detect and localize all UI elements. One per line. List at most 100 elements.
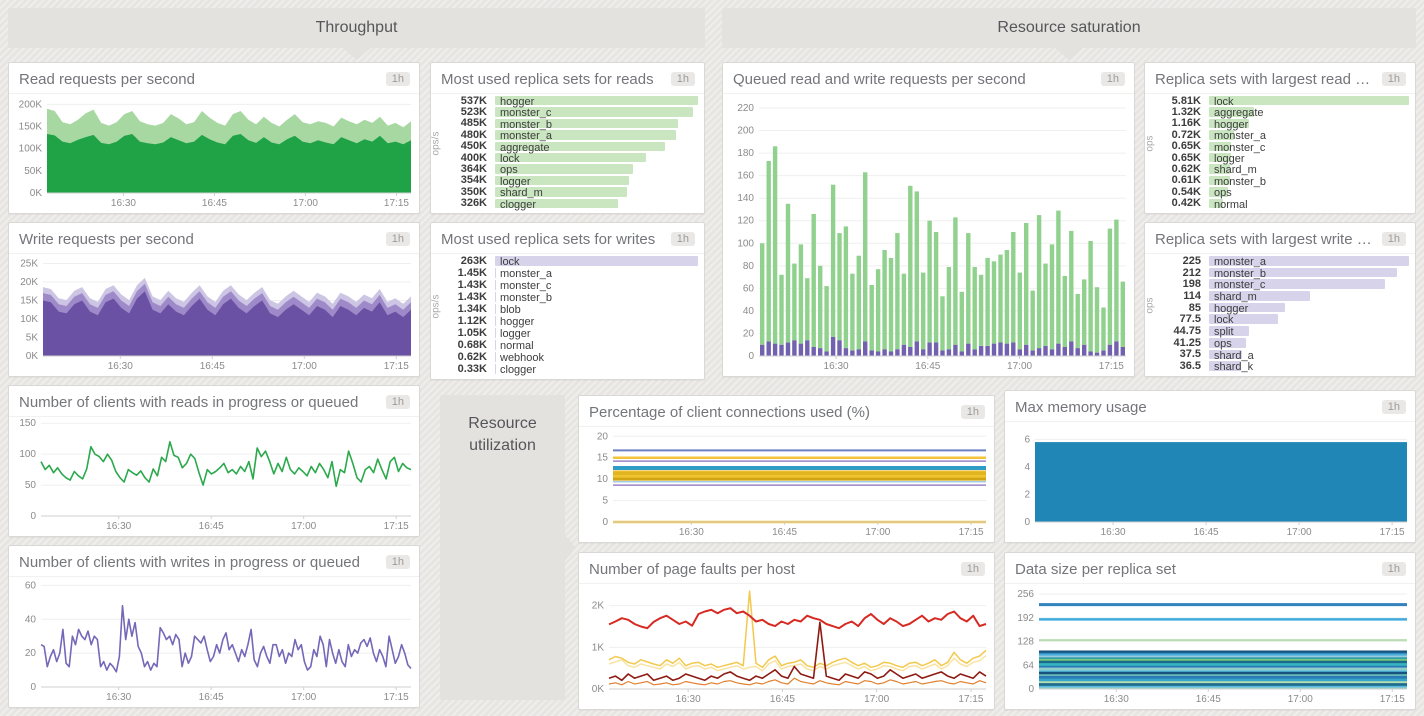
time-range-badge[interactable]: 1h bbox=[385, 555, 410, 569]
svg-text:17:15: 17:15 bbox=[1380, 694, 1405, 705]
chart-write-requests[interactable]: 0K 5K 10K 15K 20K 25K 16:30 16:45 17:00 17:15 bbox=[9, 253, 419, 374]
toplist-row[interactable]: 44.75 split bbox=[1155, 325, 1415, 338]
toplist-row[interactable]: 485K monster_b bbox=[441, 117, 704, 131]
toplist-row[interactable]: 0.65K monster_c bbox=[1155, 140, 1415, 154]
toplist-row[interactable]: 450K aggregate bbox=[441, 140, 704, 154]
chart-queued-requests[interactable]: 0 20 40 60 80 100 120 140 160 180 200 220 16:30 16:45… bbox=[723, 93, 1134, 374]
time-range-badge[interactable]: 1h bbox=[1381, 232, 1406, 246]
toplist-row[interactable]: 36.5 shard_k bbox=[1155, 360, 1415, 373]
svg-text:0: 0 bbox=[748, 351, 754, 362]
toplist-bar bbox=[495, 280, 497, 290]
svg-text:16:45: 16:45 bbox=[1196, 694, 1221, 705]
toplist-label: shard_m bbox=[500, 187, 543, 200]
toplist-row[interactable]: 77.5 lock bbox=[1155, 313, 1415, 326]
time-range-badge[interactable]: 1h bbox=[1381, 72, 1406, 86]
svg-text:200: 200 bbox=[737, 126, 754, 137]
toplist-value: 225 bbox=[1182, 254, 1201, 267]
toplist-row[interactable]: 1.05K logger bbox=[441, 327, 704, 340]
toplist-row[interactable]: 1.34K blob bbox=[441, 303, 704, 316]
toplist-row[interactable]: 0.61K monster_b bbox=[1155, 174, 1415, 187]
panel-title: Replica sets with largest read queues bbox=[1155, 70, 1374, 88]
time-range-badge[interactable]: 1h bbox=[1381, 400, 1406, 414]
time-range-badge[interactable]: 1h bbox=[960, 405, 985, 419]
toplist-row[interactable]: 41.25 ops bbox=[1155, 337, 1415, 350]
toplist-row[interactable]: 1.43K monster_b bbox=[441, 291, 704, 304]
toplist-label: hogger bbox=[500, 316, 535, 328]
chart-clients-writes[interactable]: 0 20 40 60 16:30 16:45 17:00 17:15 bbox=[9, 576, 419, 705]
chart-page-faults[interactable]: 0K 1K 2K 16:30 16:45 17:00 17:15 bbox=[579, 583, 994, 707]
toplist-value: 480K bbox=[460, 128, 487, 141]
toplist-row[interactable]: 1.43K monster_c bbox=[441, 279, 704, 292]
toplist-value: 1.12K bbox=[457, 315, 487, 327]
toplist-row[interactable]: 0.72K monster_a bbox=[1155, 129, 1415, 142]
toplist-row[interactable]: 1.32K aggregate bbox=[1155, 106, 1415, 119]
toplist-label: aggregate bbox=[500, 141, 550, 154]
toplist-value: 77.5 bbox=[1179, 313, 1201, 326]
toplist-row[interactable]: 480K monster_a bbox=[441, 128, 704, 142]
toplist-row[interactable]: 1.16K hogger bbox=[1155, 117, 1415, 131]
toplist-bar bbox=[1209, 337, 1246, 348]
toplist-label: lock bbox=[1214, 96, 1234, 108]
toplist-row[interactable]: 400K lock bbox=[441, 152, 704, 165]
toplist-bar bbox=[495, 187, 628, 197]
toplist-row[interactable]: 263K lock bbox=[441, 255, 704, 268]
svg-text:15K: 15K bbox=[20, 295, 38, 306]
toplist-value: 0.62K bbox=[457, 351, 487, 363]
toplist-row[interactable]: 0.62K webhook bbox=[441, 351, 704, 364]
svg-text:40: 40 bbox=[743, 306, 755, 317]
time-range-badge[interactable]: 1h bbox=[385, 395, 410, 409]
toplist-row[interactable]: 523K monster_c bbox=[441, 106, 704, 119]
chart-connections-used[interactable]: 0 5 10 15 20 16:30 16:45 17:00 17:15 bbox=[579, 426, 994, 540]
toplist-bar bbox=[495, 130, 677, 140]
group-header-resource-utilization[interactable]: Resource utilization bbox=[440, 395, 576, 700]
toplist-row[interactable]: 0.62K shard_m bbox=[1155, 163, 1415, 177]
toplist-row[interactable]: 85 hogger bbox=[1155, 302, 1415, 315]
toplist-label: monster_c bbox=[1214, 141, 1266, 154]
toplist-row[interactable]: 37.5 shard_a bbox=[1155, 348, 1415, 361]
toplist-row[interactable]: 1.45K monster_a bbox=[441, 267, 704, 280]
time-range-badge[interactable]: 1h bbox=[1100, 72, 1125, 86]
time-range-badge[interactable]: 1h bbox=[385, 232, 410, 246]
time-range-badge[interactable]: 1h bbox=[960, 562, 985, 576]
group-header-resource-saturation[interactable]: Resource saturation bbox=[722, 8, 1416, 60]
toplist-row[interactable]: 225 monster_a bbox=[1155, 254, 1415, 268]
toplist-value: 198 bbox=[1182, 278, 1201, 291]
toplist-row[interactable]: 212 monster_b bbox=[1155, 267, 1415, 280]
toplist-row[interactable]: 0.42K normal bbox=[1155, 197, 1415, 210]
toplist-label: blob bbox=[500, 304, 521, 316]
toplist-bar bbox=[1209, 107, 1255, 117]
toplist-row[interactable]: 537K hogger bbox=[441, 95, 704, 108]
svg-text:10: 10 bbox=[597, 474, 609, 485]
time-range-badge[interactable]: 1h bbox=[385, 72, 410, 86]
toplist-row[interactable]: 0.68K normal bbox=[441, 339, 704, 352]
toplist-bar bbox=[495, 152, 647, 163]
toplist-bar bbox=[1209, 96, 1409, 106]
panel-title: Max memory usage bbox=[1015, 398, 1147, 416]
time-range-badge[interactable]: 1h bbox=[670, 72, 695, 86]
toplist-row[interactable]: 198 monster_c bbox=[1155, 278, 1415, 291]
toplist-label: hogger bbox=[1214, 118, 1249, 131]
toplist-row[interactable]: 1.12K hogger bbox=[441, 315, 704, 328]
chart-read-requests[interactable]: 0K 50K 100K 150K 200K 16:30 16:45 17:00 17:15 bbox=[9, 93, 419, 211]
toplist-row[interactable]: 326K clogger bbox=[441, 197, 704, 211]
toplist-row[interactable]: 354K logger bbox=[441, 174, 704, 188]
toplist-bar bbox=[495, 107, 693, 117]
toplist-row[interactable]: 5.81K lock bbox=[1155, 95, 1415, 108]
toplist-row[interactable]: 0.33K clogger bbox=[441, 363, 704, 376]
toplist-bar bbox=[1209, 187, 1228, 197]
svg-text:20: 20 bbox=[597, 431, 609, 442]
time-range-badge[interactable]: 1h bbox=[670, 232, 695, 246]
chart-data-size[interactable]: 0 64 128 192 256 16:30 16:45 17:00 17:15 bbox=[1005, 583, 1415, 707]
toplist-row[interactable]: 0.65K logger bbox=[1155, 152, 1415, 165]
toplist-row[interactable]: 364K ops bbox=[441, 163, 704, 176]
toplist-label: shard_m bbox=[1214, 164, 1257, 177]
chart-max-memory[interactable]: 0 2 4 6 16:30 16:45 17:00 17:15 bbox=[1005, 421, 1415, 540]
time-range-badge[interactable]: 1h bbox=[1381, 562, 1406, 576]
toplist-row[interactable]: 114 shard_m bbox=[1155, 290, 1415, 303]
group-header-throughput[interactable]: Throughput bbox=[8, 8, 705, 60]
toplist-row[interactable]: 350K shard_m bbox=[441, 186, 704, 200]
chart-clients-reads[interactable]: 0 50 100 150 16:30 16:45 17:00 17:15 bbox=[9, 416, 419, 534]
panel-title: Number of clients with writes in progres… bbox=[19, 553, 360, 571]
toplist-row[interactable]: 0.54K ops bbox=[1155, 186, 1415, 199]
panel-most-used-replica-sets-reads: Most used replica sets for reads 1h ops/… bbox=[430, 62, 705, 214]
